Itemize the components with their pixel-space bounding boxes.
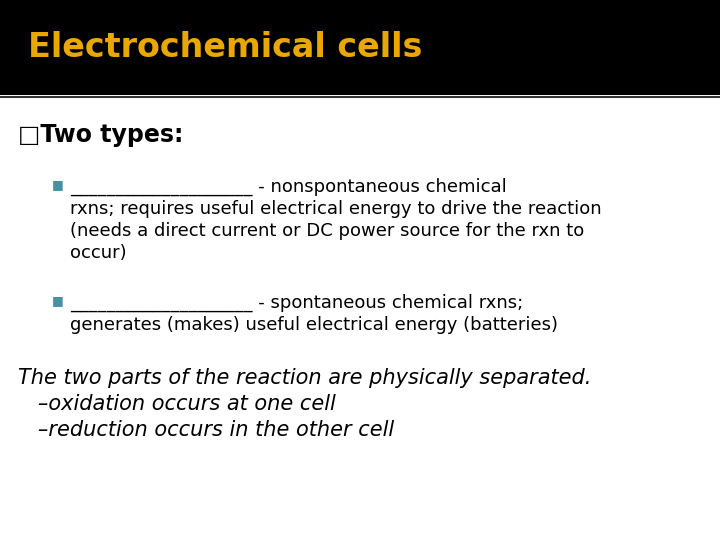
Text: generates (makes) useful electrical energy (batteries): generates (makes) useful electrical ener…	[70, 316, 558, 334]
Text: The two parts of the reaction are physically separated.: The two parts of the reaction are physic…	[18, 368, 591, 388]
Text: occur): occur)	[70, 244, 127, 262]
Text: ____________________ - nonspontaneous chemical: ____________________ - nonspontaneous ch…	[70, 178, 507, 196]
Text: ____________________ - spontaneous chemical rxns;: ____________________ - spontaneous chemi…	[70, 294, 523, 312]
Text: –oxidation occurs at one cell: –oxidation occurs at one cell	[18, 394, 336, 414]
Text: Electrochemical cells: Electrochemical cells	[28, 31, 423, 64]
Text: –reduction occurs in the other cell: –reduction occurs in the other cell	[18, 420, 394, 440]
Text: ■: ■	[52, 294, 64, 307]
Text: ■: ■	[52, 178, 64, 191]
Text: □Two types:: □Two types:	[18, 123, 184, 147]
Text: (needs a direct current or DC power source for the rxn to: (needs a direct current or DC power sour…	[70, 222, 584, 240]
Text: rxns; requires useful electrical energy to drive the reaction: rxns; requires useful electrical energy …	[70, 200, 602, 218]
Bar	[0, 0, 720, 95]
